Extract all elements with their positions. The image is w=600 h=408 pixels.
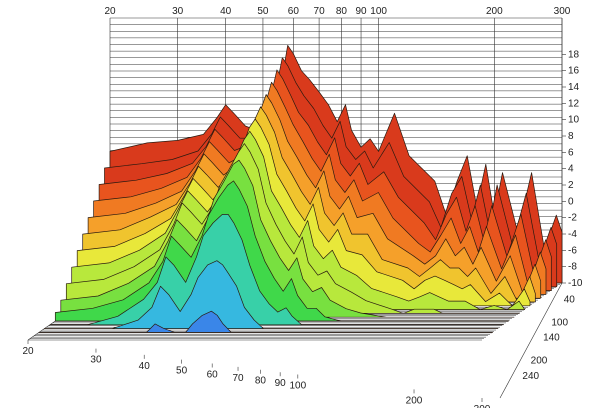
floor-right-edge <box>499 282 563 399</box>
level-tick-label: 6 <box>568 147 574 158</box>
level-axis: -10 -8 -6 -4 -2 0 2 4 6 8 10 12 14 16 18 <box>562 49 583 289</box>
bottom-freq-tick-label: 80 <box>255 376 267 387</box>
time-axis: 40 100 140 200 240 <box>522 294 575 382</box>
top-freq-tick-label: 30 <box>172 6 184 17</box>
level-tick-label: -10 <box>568 278 583 289</box>
bottom-freq-tick-label: 30 <box>90 355 102 366</box>
level-tick-label: -8 <box>568 262 577 273</box>
level-tick-label: 10 <box>568 115 580 126</box>
level-tick-label: 16 <box>568 66 580 77</box>
bottom-freq-tick-label: 100 <box>289 380 306 391</box>
time-tick-label: 240 <box>522 371 539 382</box>
spectral-slice <box>44 260 499 329</box>
top-freq-tick-label: 90 <box>355 6 367 17</box>
level-tick-label: 14 <box>568 82 580 93</box>
top-freq-tick-label: 100 <box>370 6 387 17</box>
top-frequency-axis: 20 30 40 50 60 70 80 90 100 200 300 <box>104 6 570 17</box>
bottom-freq-tick-label: 70 <box>232 373 244 384</box>
bottom-freq-tick-label: 20 <box>22 346 34 357</box>
bottom-freq-tick-label: 200 <box>406 395 423 406</box>
top-freq-tick-label: 60 <box>288 6 300 17</box>
level-tick-label: 4 <box>568 164 574 175</box>
level-tick-label: -6 <box>568 245 577 256</box>
bottom-freq-tick-label: 300 <box>474 404 491 408</box>
time-tick-label: 100 <box>551 317 568 328</box>
bottom-freq-tick-label: 40 <box>139 361 151 372</box>
time-tick-label: 200 <box>531 356 548 367</box>
bottom-freq-tick-label: 90 <box>275 378 287 389</box>
level-tick-label: 2 <box>568 180 574 191</box>
level-tick-label: 8 <box>568 131 574 142</box>
level-tick-label: 12 <box>568 98 580 109</box>
time-tick-label: 140 <box>543 333 560 344</box>
level-tick-label: 0 <box>568 196 574 207</box>
level-tick-label: 18 <box>568 49 580 60</box>
top-freq-tick-label: 20 <box>104 6 116 17</box>
top-freq-tick-label: 70 <box>314 6 326 17</box>
top-freq-tick-label: 50 <box>257 6 269 17</box>
time-tick-label: 40 <box>564 294 576 305</box>
spectral-slices <box>38 44 563 333</box>
top-freq-tick-label: 80 <box>336 6 348 17</box>
level-tick-label: -2 <box>568 213 577 224</box>
top-freq-tick-label: 200 <box>486 6 503 17</box>
top-freq-tick-label: 300 <box>554 6 571 17</box>
bottom-freq-tick-label: 50 <box>176 366 188 377</box>
spectral-slice <box>38 310 494 333</box>
top-freq-tick-label: 40 <box>220 6 232 17</box>
level-tick-label: -4 <box>568 229 577 240</box>
bottom-freq-tick-label: 60 <box>207 370 219 381</box>
